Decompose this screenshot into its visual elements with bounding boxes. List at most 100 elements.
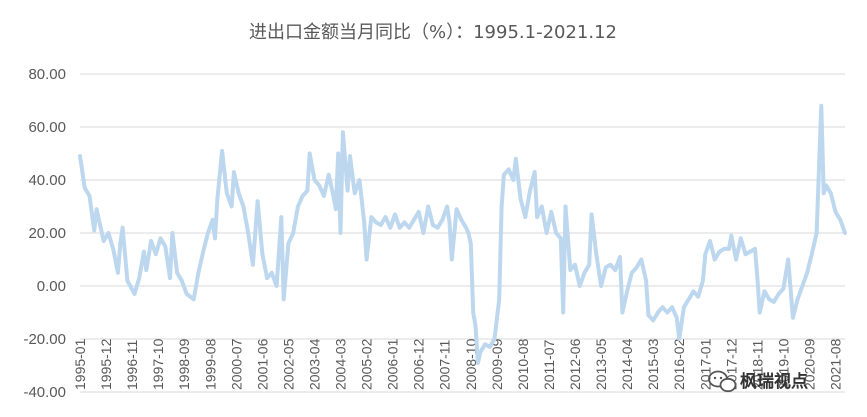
data-point xyxy=(191,297,196,302)
data-point xyxy=(348,154,352,158)
data-point xyxy=(326,172,331,177)
data-point xyxy=(819,104,824,108)
data-point xyxy=(286,241,291,246)
data-point xyxy=(829,191,833,196)
data-point xyxy=(412,218,416,222)
data-point xyxy=(137,276,141,280)
data-point xyxy=(450,257,454,262)
data-point xyxy=(487,345,492,349)
data-point xyxy=(561,310,565,315)
data-point xyxy=(78,154,82,158)
data-point xyxy=(843,231,847,235)
x-axis-tick-labels: 1995-01 1995-12 1996-11 1997-10 1998-09 1999-… xyxy=(72,338,844,390)
data-point xyxy=(767,297,771,302)
data-point xyxy=(229,204,234,209)
data-point xyxy=(305,188,310,193)
data-point xyxy=(703,252,708,256)
data-point xyxy=(322,194,326,198)
data-point xyxy=(646,313,651,317)
data-point xyxy=(388,225,393,230)
data-point xyxy=(421,231,426,235)
data-point xyxy=(772,300,776,304)
data-point xyxy=(101,239,106,243)
data-point xyxy=(255,199,260,203)
data-point xyxy=(106,231,111,235)
data-point xyxy=(639,257,644,262)
data-point xyxy=(795,297,800,302)
data-point xyxy=(459,218,464,222)
data-point xyxy=(518,196,523,201)
data-point xyxy=(776,292,781,296)
x-tick-label: 1996-11 xyxy=(124,339,140,390)
x-tick-label: 2004-03 xyxy=(333,338,349,390)
data-point xyxy=(483,342,487,347)
data-point xyxy=(814,231,819,235)
x-tick-label: 2019-10 xyxy=(775,338,791,390)
x-tick-label: 1999-08 xyxy=(202,338,218,390)
x-tick-label: 1998-09 xyxy=(176,338,192,390)
data-point xyxy=(236,191,241,196)
watermark-text: 枫瑞视点 xyxy=(740,371,808,392)
data-point xyxy=(499,204,504,209)
data-point xyxy=(300,194,305,198)
data-point xyxy=(357,178,362,182)
data-point xyxy=(781,286,786,291)
data-point xyxy=(577,284,582,288)
data-point xyxy=(232,170,236,174)
data-point xyxy=(717,249,722,254)
data-point xyxy=(604,265,608,270)
data-point xyxy=(691,289,696,294)
data-point xyxy=(838,218,843,222)
data-point xyxy=(317,183,322,188)
data-point xyxy=(274,284,279,288)
chart-title: 进出口金额当月同比（%）：1995.1-2021.12 xyxy=(249,22,617,43)
data-point xyxy=(528,188,532,193)
data-point xyxy=(656,310,660,315)
x-tick-label: 2006-01 xyxy=(385,338,401,390)
data-point xyxy=(279,215,284,219)
data-point xyxy=(312,178,317,182)
data-point xyxy=(805,271,809,275)
data-point xyxy=(582,271,587,275)
x-tick-label: 2000-07 xyxy=(228,338,244,390)
x-tick-label: 1995-12 xyxy=(98,338,114,390)
data-point xyxy=(559,236,563,241)
data-point xyxy=(362,220,367,225)
data-point xyxy=(352,191,357,196)
data-point xyxy=(251,263,255,267)
x-tick-label: 2016-02 xyxy=(671,338,687,390)
data-point xyxy=(445,204,449,209)
data-point xyxy=(270,271,274,275)
data-point xyxy=(120,225,125,230)
data-point xyxy=(454,207,459,211)
data-point xyxy=(791,316,795,320)
data-point xyxy=(206,231,210,235)
data-point xyxy=(618,255,622,259)
data-point xyxy=(701,278,705,283)
data-point xyxy=(334,207,338,211)
x-tick-label: 2011-07 xyxy=(541,339,557,390)
data-point xyxy=(132,292,137,296)
data-point xyxy=(589,212,594,217)
data-point xyxy=(625,289,629,294)
x-tick-label: 2021-08 xyxy=(828,338,844,390)
data-point xyxy=(281,297,286,302)
x-tick-label: 2005-02 xyxy=(359,338,375,390)
data-point xyxy=(665,310,670,315)
data-point xyxy=(675,316,679,320)
data-point xyxy=(331,194,336,198)
y-tick-label: 40.00 xyxy=(28,172,66,189)
data-point xyxy=(213,236,217,241)
data-point xyxy=(544,231,549,235)
data-point xyxy=(786,257,790,262)
data-point xyxy=(833,210,838,214)
data-point xyxy=(587,263,591,267)
data-point xyxy=(492,337,497,341)
data-point xyxy=(630,271,634,275)
data-point xyxy=(573,263,577,267)
data-point xyxy=(620,310,625,315)
data-point xyxy=(608,263,613,267)
data-point xyxy=(416,210,421,214)
data-point xyxy=(383,215,388,219)
